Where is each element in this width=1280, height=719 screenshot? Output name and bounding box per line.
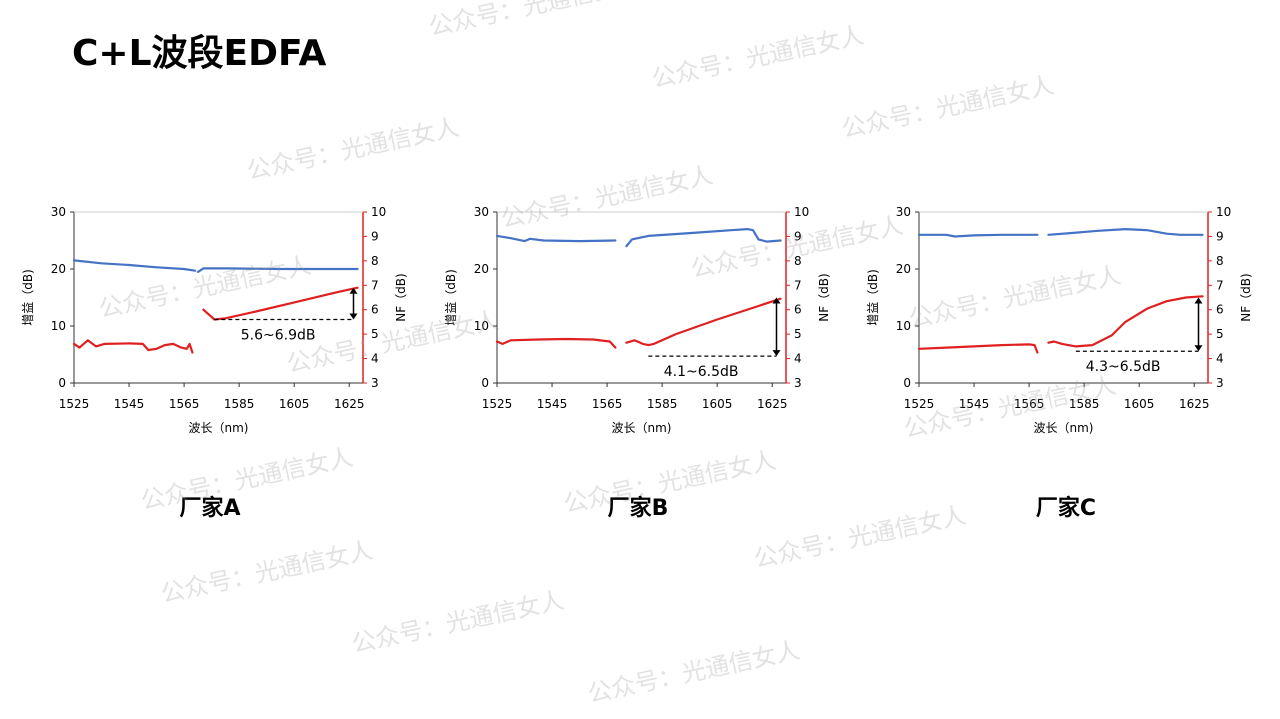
y-left-tick-label: 30 bbox=[896, 205, 911, 219]
chart-caption-vendor-b: 厂家B bbox=[607, 496, 669, 521]
x-tick-label: 1585 bbox=[1069, 397, 1100, 411]
nf-series-l bbox=[202, 286, 359, 321]
chart-caption-vendor-a: 厂家A bbox=[179, 496, 241, 521]
y-right-axis-label: NF（dB) bbox=[817, 273, 831, 321]
y-right-tick-label: 3 bbox=[1216, 376, 1224, 390]
annotation-arrowhead-down bbox=[349, 313, 358, 320]
nf-series-c bbox=[495, 337, 617, 349]
gain-series-l bbox=[1047, 228, 1204, 236]
y-right-tick-label: 4 bbox=[794, 352, 802, 366]
y-left-tick-label: 20 bbox=[474, 262, 489, 276]
y-left-tick-label: 10 bbox=[51, 319, 66, 333]
nf-series-c bbox=[917, 343, 1039, 354]
y-left-tick-label: 20 bbox=[51, 262, 66, 276]
x-tick-label: 1565 bbox=[592, 397, 623, 411]
y-right-tick-label: 5 bbox=[794, 327, 802, 341]
annotation-label: 4.1~6.5dB bbox=[664, 364, 739, 380]
y-right-tick-label: 8 bbox=[1216, 254, 1224, 268]
x-tick-label: 1525 bbox=[904, 397, 935, 411]
y-right-tick-label: 6 bbox=[371, 303, 379, 317]
y-left-tick-label: 20 bbox=[896, 262, 911, 276]
y-right-tick-label: 10 bbox=[794, 205, 809, 219]
y-right-tick-label: 10 bbox=[1216, 205, 1231, 219]
y-left-tick-label: 0 bbox=[58, 376, 66, 390]
x-tick-label: 1525 bbox=[59, 397, 90, 411]
annotation-arrowhead-down bbox=[1194, 345, 1203, 352]
gain-series-c bbox=[495, 234, 617, 243]
x-tick-label: 1585 bbox=[224, 397, 255, 411]
x-tick-label: 1545 bbox=[959, 397, 990, 411]
x-axis-label: 波长（nm) bbox=[612, 421, 672, 435]
y-right-tick-label: 9 bbox=[371, 229, 379, 243]
y-left-tick-label: 0 bbox=[903, 376, 911, 390]
nf-series-c bbox=[72, 339, 194, 354]
nf-series-l bbox=[625, 297, 782, 347]
chart-1 bbox=[493, 211, 790, 387]
x-axis-label: 波长（nm) bbox=[189, 421, 249, 435]
annotation-arrowhead-up bbox=[349, 287, 358, 294]
x-tick-label: 1545 bbox=[114, 397, 145, 411]
y-right-tick-label: 3 bbox=[794, 376, 802, 390]
chart-caption-vendor-c: 厂家C bbox=[1035, 496, 1097, 521]
nf-series-l bbox=[1047, 295, 1204, 348]
annotation-arrowhead-up bbox=[772, 297, 781, 304]
y-right-tick-label: 8 bbox=[794, 254, 802, 268]
y-left-tick-label: 0 bbox=[481, 376, 489, 390]
y-right-tick-label: 7 bbox=[1216, 278, 1224, 292]
y-right-tick-label: 10 bbox=[371, 205, 386, 219]
x-tick-label: 1605 bbox=[1124, 397, 1155, 411]
y-left-axis-label: 增益（dB) bbox=[866, 269, 880, 326]
y-right-tick-label: 9 bbox=[1216, 229, 1224, 243]
page-title: C+L波段EDFA bbox=[72, 33, 327, 74]
x-tick-label: 1605 bbox=[279, 397, 310, 411]
x-tick-label: 1625 bbox=[334, 397, 365, 411]
y-right-axis-label: NF（dB) bbox=[394, 273, 408, 321]
y-right-tick-label: 8 bbox=[371, 254, 379, 268]
x-axis-label: 波长（nm) bbox=[1034, 421, 1094, 435]
chart-0 bbox=[70, 211, 367, 387]
y-left-tick-label: 10 bbox=[896, 319, 911, 333]
x-tick-label: 1565 bbox=[169, 397, 200, 411]
x-tick-label: 1565 bbox=[1014, 397, 1045, 411]
x-tick-label: 1585 bbox=[647, 397, 678, 411]
gain-series-c bbox=[72, 259, 197, 272]
annotation-label: 4.3~6.5dB bbox=[1086, 359, 1161, 375]
y-left-tick-label: 30 bbox=[51, 205, 66, 219]
annotation-label: 5.6~6.9dB bbox=[241, 327, 316, 343]
y-left-axis-label: 增益（dB) bbox=[21, 269, 35, 326]
chart-2 bbox=[915, 211, 1212, 387]
y-left-tick-label: 30 bbox=[474, 205, 489, 219]
y-right-tick-label: 5 bbox=[1216, 327, 1224, 341]
y-right-tick-label: 7 bbox=[794, 278, 802, 292]
y-left-tick-label: 10 bbox=[474, 319, 489, 333]
x-tick-label: 1545 bbox=[537, 397, 568, 411]
y-right-tick-label: 5 bbox=[371, 327, 379, 341]
y-right-axis-label: NF（dB) bbox=[1239, 273, 1253, 321]
gain-series-l bbox=[625, 228, 782, 248]
gain-series-l bbox=[196, 267, 359, 273]
y-right-tick-label: 3 bbox=[371, 376, 379, 390]
y-right-tick-label: 7 bbox=[371, 278, 379, 292]
y-right-tick-label: 6 bbox=[794, 303, 802, 317]
y-left-axis-label: 增益（dB) bbox=[444, 269, 458, 326]
y-right-tick-label: 6 bbox=[1216, 303, 1224, 317]
y-right-tick-label: 4 bbox=[1216, 352, 1224, 366]
gain-series-c bbox=[917, 233, 1039, 238]
x-tick-label: 1625 bbox=[757, 397, 788, 411]
x-tick-label: 1625 bbox=[1179, 397, 1210, 411]
annotation-arrowhead-up bbox=[1194, 297, 1203, 304]
y-right-tick-label: 4 bbox=[371, 352, 379, 366]
x-tick-label: 1525 bbox=[482, 397, 513, 411]
y-right-tick-label: 9 bbox=[794, 229, 802, 243]
annotation-arrowhead-down bbox=[772, 350, 781, 357]
x-tick-label: 1605 bbox=[702, 397, 733, 411]
